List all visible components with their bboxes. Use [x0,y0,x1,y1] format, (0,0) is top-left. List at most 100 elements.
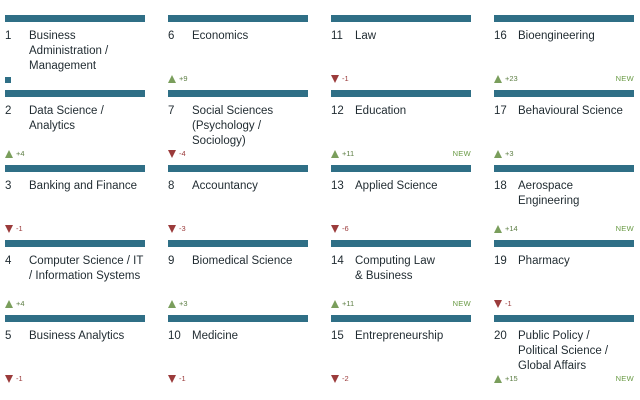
rank-change-value: -4 [179,149,186,158]
ranking-card: 20 Public Policy / Political Science / Glob… [494,315,634,388]
course-name: Aerospace Engineering [518,180,580,207]
rank-change: -1 [331,74,349,84]
card-header-bar [494,15,634,22]
rank-number: 3 [5,180,12,192]
card-header-bar [494,315,634,322]
card-header-bar [168,15,308,22]
rank-number: 16 [494,30,507,42]
course-name: Banking and Finance [29,180,138,192]
rank-change-value: -1 [179,374,186,383]
card-header-bar [168,165,308,172]
square-icon [5,76,11,83]
triangle-up-icon [5,300,13,308]
rank-change-value: +14 [505,224,518,233]
course-name: Bioengineering [518,30,595,42]
triangle-up-icon [331,150,339,158]
rank-change-value: +3 [505,149,514,158]
rank-change: -2 [331,374,349,384]
ranking-card: 17 Behavioural Science +3 [494,90,634,163]
rank-change-value: +11 [342,299,355,308]
rank-number: 15 [331,330,344,342]
ranking-card: 3 Banking and Finance -1 [5,165,145,238]
rank-change: +11 [331,149,354,159]
card-header-bar [331,165,471,172]
triangle-up-icon [494,150,502,158]
rank-change: +4 [5,299,25,309]
rank-change-value: -1 [505,299,512,308]
triangle-down-icon [5,225,13,233]
triangle-down-icon [331,375,339,383]
card-header-bar [331,315,471,322]
ranking-card: 10 Medicine -1 [168,315,308,388]
triangle-down-icon [331,225,339,233]
triangle-up-icon [5,150,13,158]
course-name: Business Administration / Management [29,30,109,72]
rank-number: 1 [5,30,12,42]
course-name: Medicine [192,330,239,342]
rank-change: +14 [494,224,518,234]
course-name: Computing Law & Business [355,255,435,282]
rank-number: 18 [494,180,507,192]
rank-change: +9 [168,74,188,84]
rank-change-value: +4 [16,299,25,308]
rank-number: 20 [494,330,507,342]
rank-number: 7 [168,105,175,117]
rank-number: 4 [5,255,12,267]
card-header-bar [494,165,634,172]
ranking-card: 11 Law -1 [331,15,471,88]
rank-change-value: -1 [16,374,23,383]
rank-number: 13 [331,180,344,192]
course-name: Entrepreneurship [355,330,444,342]
rank-change-value: +23 [505,74,518,83]
card-header-bar [331,240,471,247]
ranking-card: 8 Accountancy -3 [168,165,308,238]
rank-change-value: -6 [342,224,349,233]
ranking-card: 15 Entrepreneurship -2 [331,315,471,388]
course-name: Behavioural Science [518,105,623,117]
course-name: Data Science / Analytics [29,105,104,132]
new-badge: NEW [615,224,634,233]
rank-change: -1 [5,374,23,384]
card-header-bar [168,240,308,247]
rank-number: 2 [5,105,12,117]
rank-number: 8 [168,180,175,192]
rank-change-value: +9 [179,74,188,83]
course-name: Education [355,105,407,117]
new-badge: NEW [615,74,634,83]
rank-change: +3 [494,149,514,159]
rank-number: 6 [168,30,175,42]
rank-change-value: +4 [16,149,25,158]
ranking-card: 12 Education +11 NEW [331,90,471,163]
rank-change-value: -3 [179,224,186,233]
rank-change: +11 [331,299,354,309]
rank-change: -1 [5,224,23,234]
new-badge: NEW [452,299,471,308]
new-badge: NEW [452,149,471,158]
card-header-bar [168,90,308,97]
course-name: Law [355,30,377,42]
triangle-up-icon [494,75,502,83]
course-name: Accountancy [192,180,258,192]
ranking-card: 5 Business Analytics -1 [5,315,145,388]
triangle-down-icon [494,300,502,308]
card-header-bar [5,15,145,22]
ranking-card: 2 Data Science / Analytics +4 [5,90,145,163]
ranking-card: 13 Applied Science -6 [331,165,471,238]
card-header-bar [5,315,145,322]
rank-change-value: -2 [342,374,349,383]
course-name: Business Analytics [29,330,125,342]
ranking-card: 4 Computer Science / IT / Information Syst… [5,240,145,313]
triangle-up-icon [168,300,176,308]
rank-number: 11 [331,30,343,42]
rank-number: 10 [168,330,181,342]
card-header-bar [494,90,634,97]
rank-number: 19 [494,255,507,267]
rank-number: 14 [331,255,344,267]
course-name: Economics [192,30,249,42]
new-badge: NEW [615,374,634,383]
ranking-card: 16 Bioengineering +23 NEW [494,15,634,88]
rank-change: +23 [494,74,518,84]
rank-change: +15 [494,374,518,384]
rank-change: -6 [331,224,349,234]
